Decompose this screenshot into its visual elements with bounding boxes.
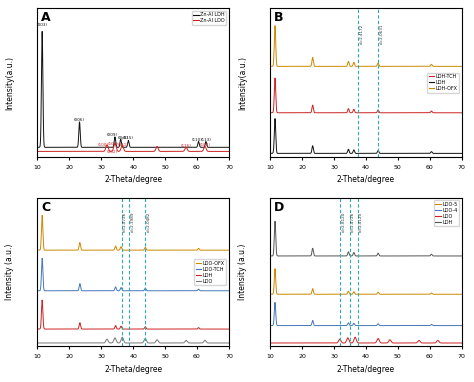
Y-axis label: Intensity(a.u.): Intensity(a.u.): [238, 56, 247, 110]
Text: d=2.0631: d=2.0631: [379, 23, 383, 44]
Text: (003): (003): [36, 23, 48, 28]
Text: (006): (006): [74, 118, 85, 122]
X-axis label: 2-Theta/degree: 2-Theta/degree: [104, 175, 162, 184]
Text: d=2.0482: d=2.0482: [146, 212, 151, 232]
X-axis label: 2-Theta/degree: 2-Theta/degree: [337, 175, 395, 184]
Text: (009): (009): [107, 133, 118, 137]
Legend: LDO-OFX, LDO-TCH, LDH, LDO: LDO-OFX, LDO-TCH, LDH, LDO: [194, 259, 227, 285]
Legend: LDH-TCH, LDH, LDH-OFX: LDH-TCH, LDH, LDH-OFX: [427, 73, 459, 92]
Text: D: D: [274, 201, 284, 214]
Text: d=2.8120: d=2.8120: [342, 212, 346, 232]
Text: d=2.4120: d=2.4120: [359, 212, 363, 232]
Text: (113): (113): [201, 138, 211, 142]
Text: (002): (002): [107, 151, 118, 154]
Text: (116): (116): [181, 144, 191, 147]
X-axis label: 2-Theta/degree: 2-Theta/degree: [104, 365, 162, 374]
Text: (0ķ5): (0ķ5): [118, 135, 128, 139]
Text: d=2.3989: d=2.3989: [130, 212, 135, 232]
Text: (101): (101): [108, 142, 119, 146]
Y-axis label: Intensity (a.u.): Intensity (a.u.): [238, 244, 247, 300]
Y-axis label: Intensity (a.u.): Intensity (a.u.): [5, 244, 14, 300]
Text: d=2.4172: d=2.4172: [359, 23, 363, 44]
Text: (103): (103): [200, 143, 210, 147]
Text: A: A: [41, 11, 51, 24]
Text: d=2.4726: d=2.4726: [351, 212, 355, 232]
Text: B: B: [274, 11, 283, 24]
Text: (311): (311): [118, 143, 129, 147]
Y-axis label: Intensity(a.u.): Intensity(a.u.): [5, 56, 14, 110]
Text: C: C: [41, 201, 50, 214]
Text: (015): (015): [123, 136, 134, 140]
Text: d=2.4726: d=2.4726: [123, 212, 127, 232]
X-axis label: 2-Theta/degree: 2-Theta/degree: [337, 365, 395, 374]
Legend: LDO-5, LDO-4, LDO, LDH: LDO-5, LDO-4, LDO, LDH: [434, 201, 459, 226]
Legend: Zn-Al LDH, Zn-Al LDO: Zn-Al LDH, Zn-Al LDO: [191, 11, 227, 25]
Text: (110): (110): [191, 138, 202, 142]
Text: (100): (100): [97, 143, 108, 147]
